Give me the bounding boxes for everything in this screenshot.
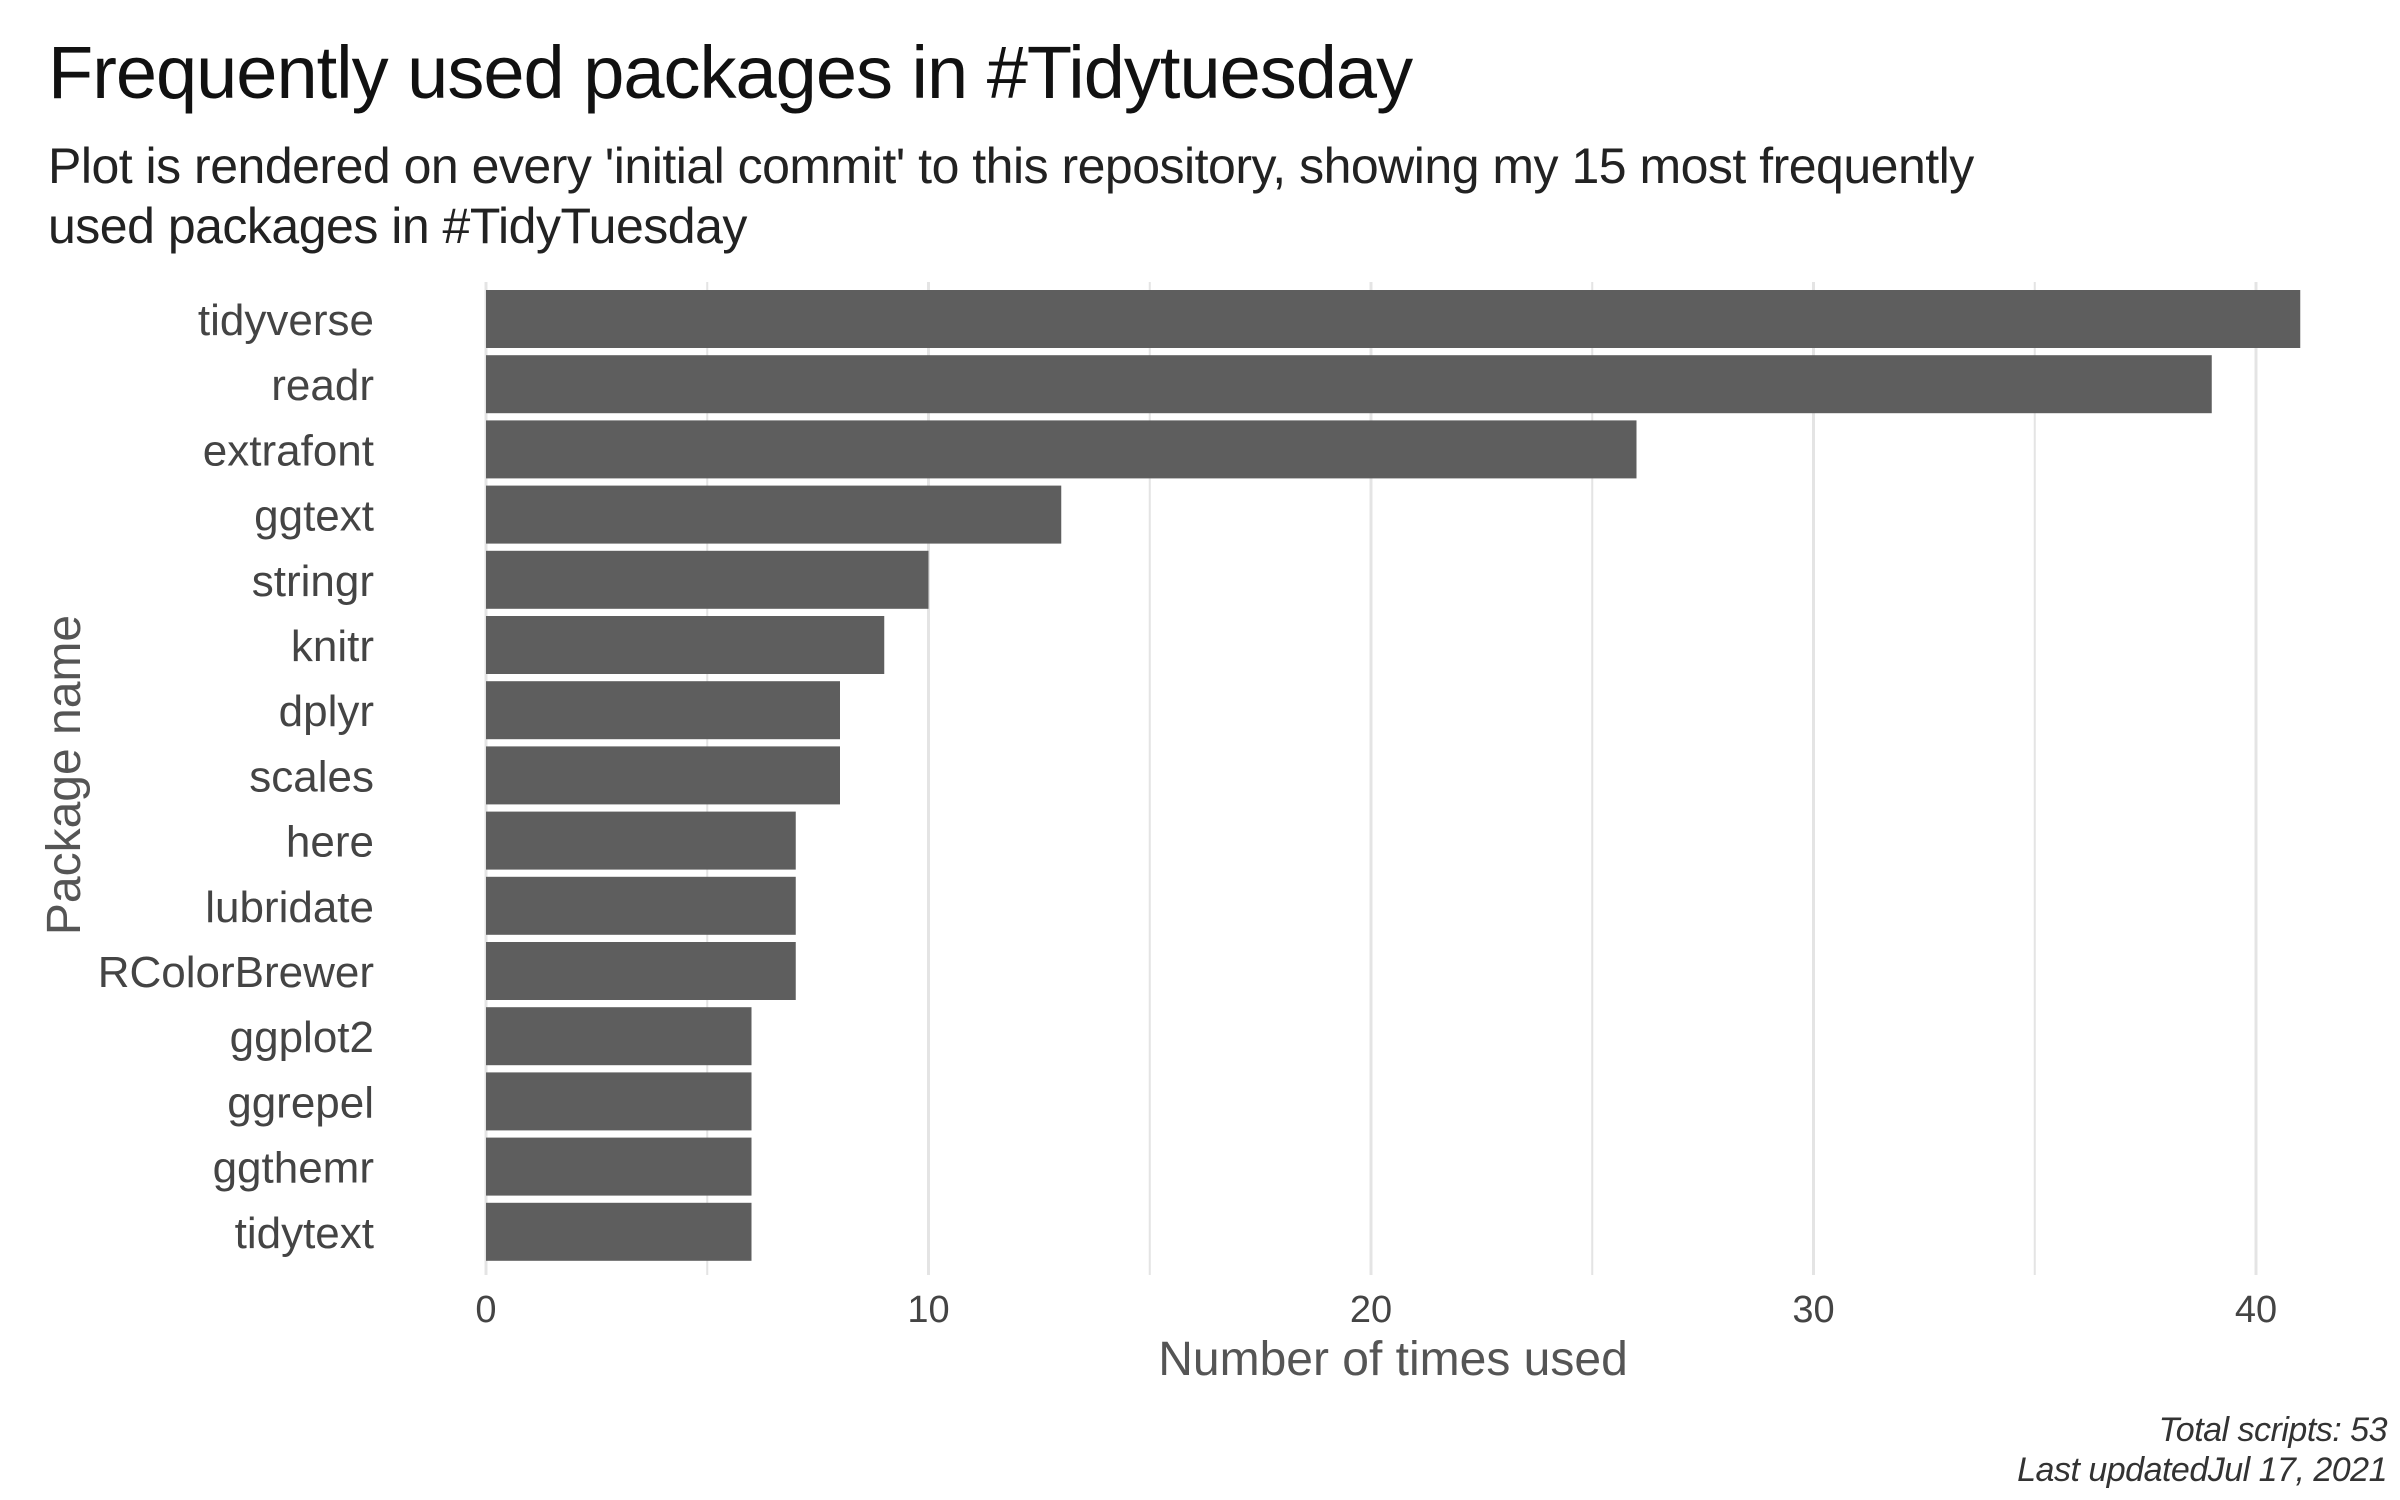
last-updated-note: Last updatedJul 17, 2021: [2017, 1451, 2387, 1489]
category-label-lubridate: lubridate: [205, 883, 374, 932]
category-label-dplyr: dplyr: [279, 687, 374, 736]
category-label-ggthemr: ggthemr: [213, 1144, 374, 1193]
bars: [486, 290, 2301, 1261]
x-tick-label-40: 40: [2235, 1289, 2277, 1331]
bar-ggthemr: [486, 1137, 752, 1196]
bar-ggrepel: [486, 1072, 752, 1131]
category-label-here: here: [286, 818, 374, 867]
category-label-ggtext: ggtext: [254, 492, 374, 541]
bar-scales: [486, 746, 840, 805]
bar-lubridate: [486, 876, 796, 935]
category-labels: tidyverse readr extrafont ggtext stringr knit…: [98, 296, 374, 1258]
bar-tidytext: [486, 1202, 752, 1261]
bar-extrafont: [486, 420, 1637, 479]
chart-subtitle: Plot is rendered on every 'initial commi…: [48, 138, 1974, 254]
y-axis-title: Package name: [38, 615, 91, 935]
chart-title: Frequently used packages in #Tidytuesday: [48, 31, 1413, 114]
x-tick-labels: 0 10 20 30 40: [475, 1289, 2277, 1331]
bar-RColorBrewer: [486, 942, 796, 1000]
bar-tidyverse: [486, 290, 2301, 348]
category-label-RColorBrewer: RColorBrewer: [98, 948, 374, 997]
bar-dplyr: [486, 681, 840, 740]
total-scripts-note: Total scripts: 53: [2158, 1411, 2388, 1449]
x-axis-title: Number of times used: [1158, 1333, 1628, 1386]
bar-ggtext: [486, 485, 1062, 544]
bar-here: [486, 811, 796, 870]
category-label-ggplot2: ggplot2: [230, 1013, 374, 1062]
bar-stringr: [486, 550, 929, 609]
bar-ggplot2: [486, 1007, 752, 1066]
bar-readr: [486, 355, 2212, 414]
x-tick-label-0: 0: [475, 1289, 496, 1331]
category-label-extrafont: extrafont: [203, 426, 374, 475]
category-label-tidyverse: tidyverse: [198, 296, 374, 345]
category-label-scales: scales: [249, 752, 374, 801]
bar-knitr: [486, 616, 885, 674]
category-label-readr: readr: [271, 361, 374, 410]
x-tick-label-20: 20: [1350, 1289, 1392, 1331]
category-label-tidytext: tidytext: [235, 1209, 374, 1258]
category-label-stringr: stringr: [252, 557, 374, 606]
caption: Total scripts: 53 Last updatedJul 17, 20…: [2017, 1410, 2387, 1490]
category-label-knitr: knitr: [291, 622, 374, 671]
x-tick-label-30: 30: [1792, 1289, 1834, 1331]
x-tick-label-10: 10: [907, 1289, 949, 1331]
category-label-ggrepel: ggrepel: [227, 1078, 374, 1127]
